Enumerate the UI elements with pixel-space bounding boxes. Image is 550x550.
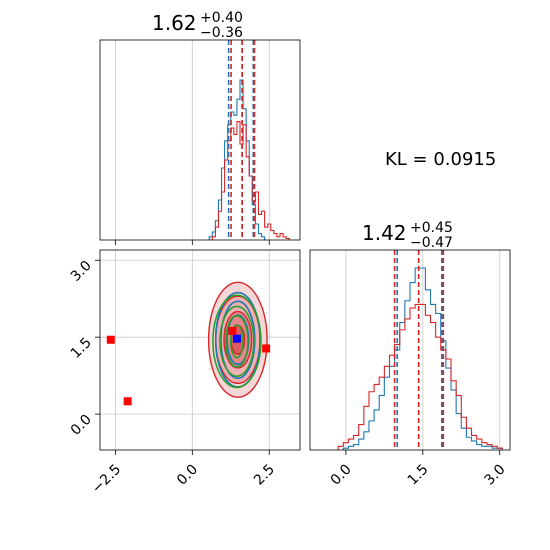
x1-marginal-title-plus: +0.40 [200, 10, 243, 26]
scatter-point [258, 296, 261, 298]
x2-marginal-xtick-label: 0.0 [328, 462, 355, 489]
x2-marginal-title-minus: −0.47 [410, 235, 453, 251]
contour-green-level [225, 314, 249, 368]
joint-markers [106, 327, 271, 406]
joint-panel: −2.5 0.0 2.5 0.0 1.5 3.0 [68, 249, 301, 497]
x1-histogram-red [211, 121, 290, 240]
contour-green-level [229, 324, 244, 359]
red-square-marker [106, 335, 115, 344]
x2-marginal-xtick-label: 1.5 [405, 462, 432, 489]
x1-marginal-grid [114, 40, 270, 240]
joint-frame [99, 249, 301, 451]
red-square-marker [262, 344, 271, 353]
x1-marginal-ticks [114, 240, 270, 245]
x2-histogram-red [337, 303, 503, 450]
x2-marginal-title-value: 1.42 [362, 221, 407, 245]
x1-histogram-blue [208, 79, 266, 240]
scatter-point [209, 367, 211, 370]
x2-marginal-quantile-lines [393, 250, 445, 450]
red-square-marker [228, 327, 237, 336]
joint-ytick-label: 3.0 [68, 258, 95, 285]
joint-xtick-label: 2.5 [251, 462, 278, 489]
x1-marginal-quantile-lines [227, 40, 256, 240]
joint-xtick-label: 0.0 [174, 462, 201, 489]
joint-ytick-label: 0.0 [68, 412, 95, 439]
x1-marginal-panel: 1.62 +0.40 −0.36 [99, 10, 301, 245]
x2-marginal-histograms [337, 267, 503, 450]
x1-marginal-title-value: 1.62 [152, 11, 197, 35]
x2-histogram-blue [342, 267, 503, 450]
x2-marginal-frame [309, 249, 511, 451]
contour-blue-level [220, 300, 256, 380]
kl-divergence-label: KL = 0.0915 [385, 149, 496, 170]
blue-square-marker [232, 334, 241, 343]
x1-marginal-title-minus: −0.36 [200, 25, 243, 41]
x1-marginal-histograms [208, 79, 290, 240]
x2-marginal-grid [345, 250, 501, 450]
x2-marginal-title-plus: +0.45 [410, 220, 453, 236]
red-square-marker [123, 397, 132, 406]
contour-green-level [212, 294, 262, 389]
x2-marginal-xtick-label: 3.0 [482, 462, 509, 489]
x2-marginal-ticks: 0.0 1.5 3.0 [328, 450, 509, 489]
contour-green-level [219, 305, 255, 377]
x2-marginal-panel: 0.0 1.5 3.0 1.42 +0.45 −0.47 [309, 220, 511, 489]
joint-xtick-label: −2.5 [89, 462, 124, 497]
joint-ytick-label: 1.5 [68, 335, 95, 362]
x1-marginal-frame [99, 39, 301, 241]
